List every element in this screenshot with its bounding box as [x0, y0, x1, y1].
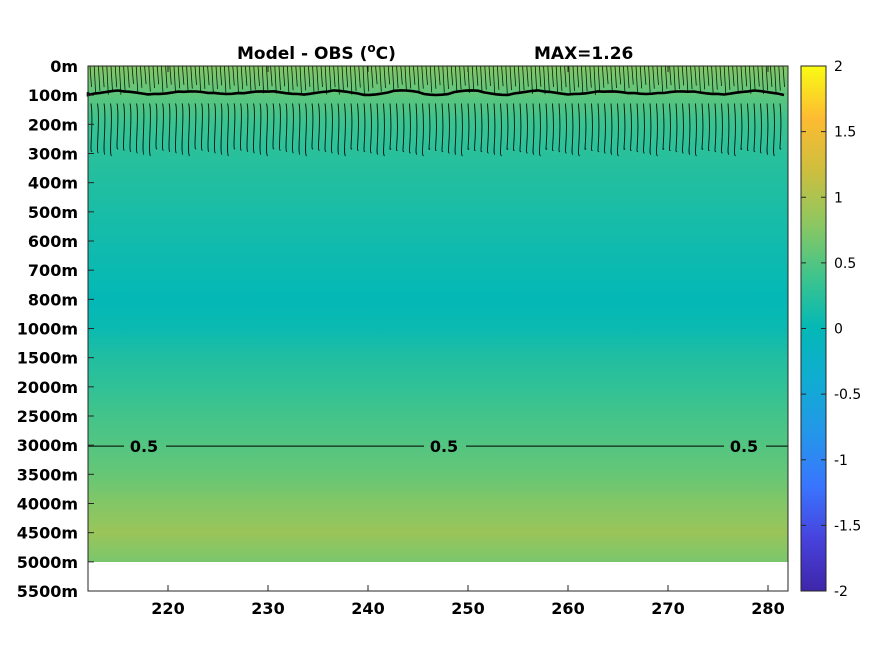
- colorbar-tick-label: 2: [834, 59, 843, 75]
- x-tick-label: 220: [151, 599, 184, 618]
- colorbar-tick-label: 0.5: [834, 256, 856, 272]
- colorbar-tick-label: 1.5: [834, 125, 856, 141]
- y-tick-label: 500m: [28, 203, 78, 222]
- colorbar-ticks: 2 1.5 1 0.5 0 -0.5 -1 -1.5 -2: [801, 59, 861, 600]
- upper-ocean-contour-texture: [86, 65, 785, 157]
- no-data-region: [88, 562, 788, 591]
- x-tick-label: 270: [651, 599, 684, 618]
- y-tick-label: 2500m: [17, 407, 78, 426]
- y-tick-label: 5000m: [17, 553, 78, 572]
- y-tick-label: 100m: [28, 86, 78, 105]
- colorbar-tick-label: 0: [834, 322, 843, 338]
- subsurface-contour-squiggles: [90, 103, 782, 157]
- colorbar: 2 1.5 1 0.5 0 -0.5 -1 -1.5 -2: [800, 59, 861, 600]
- zero-contour-line: [86, 89, 785, 97]
- x-tick-label: 260: [551, 599, 584, 618]
- y-tick-label: 2000m: [17, 378, 78, 397]
- chart-title: Model - OBS (oC): [237, 41, 396, 64]
- y-tick-label: 3000m: [17, 436, 78, 455]
- contour-label: 0.5: [430, 437, 458, 456]
- colorbar-tick-label: -1.5: [834, 518, 861, 534]
- y-tick-label: 600m: [28, 232, 78, 251]
- y-tick-label: 800m: [28, 290, 78, 309]
- y-tick-label: 4000m: [17, 495, 78, 514]
- y-tick-label: 700m: [28, 261, 78, 280]
- y-tick-label: 1500m: [17, 349, 78, 368]
- y-tick-label: 3500m: [17, 465, 78, 484]
- y-tick-label: 200m: [28, 115, 78, 134]
- y-tick-label: 5500m: [17, 582, 78, 601]
- surface-contour-squiggles: [89, 65, 785, 96]
- max-label: MAX=1.26: [534, 44, 633, 64]
- x-axis: 220 230 240 250 260 270 280: [151, 66, 785, 618]
- y-tick-label: 0m: [50, 57, 78, 76]
- colorbar-tick-label: -2: [834, 584, 848, 600]
- y-tick-label: 1000m: [17, 320, 78, 339]
- colorbar-tick-label: -1: [834, 453, 848, 469]
- colorbar-tick-label: -0.5: [834, 387, 861, 403]
- y-tick-label: 4500m: [17, 524, 78, 543]
- y-tick-label: 300m: [28, 145, 78, 164]
- contour-lines: 0.5 0.5 0.5: [88, 437, 788, 456]
- y-tick-label: 400m: [28, 174, 78, 193]
- temperature-difference-field: [88, 66, 788, 562]
- x-tick-label: 240: [351, 599, 384, 618]
- contour-label: 0.5: [730, 437, 758, 456]
- x-tick-label: 280: [751, 599, 784, 618]
- contour-label: 0.5: [130, 437, 158, 456]
- y-axis-depth: 0m 100m 200m 300m 400m 500m 600m 700m 800m 1000m 1…: [17, 57, 94, 601]
- x-tick-label: 230: [251, 599, 284, 618]
- plot-area: 0.5 0.5 0.5: [86, 65, 789, 592]
- colorbar-tick-label: 1: [834, 190, 843, 206]
- x-tick-label: 250: [451, 599, 484, 618]
